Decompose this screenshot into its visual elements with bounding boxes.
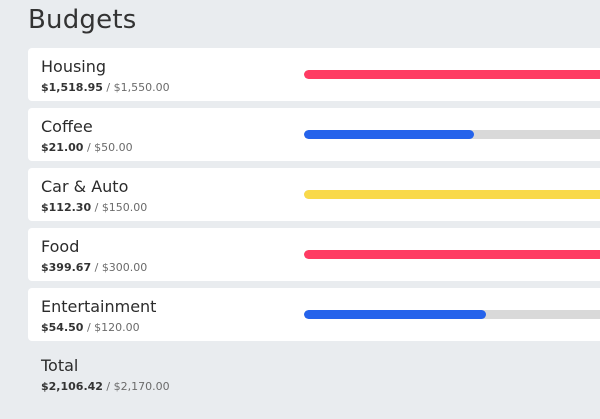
budget-spent: $54.50	[41, 321, 84, 334]
progress-bar	[304, 250, 600, 259]
budget-name: Coffee	[41, 117, 93, 136]
page-title: Budgets	[28, 5, 137, 35]
total-amounts: $2,106.42 / $2,170.00	[41, 380, 170, 393]
budget-limit: $300.00	[101, 261, 148, 274]
budget-name: Food	[41, 237, 80, 256]
progress-fill	[304, 310, 487, 319]
progress-fill	[304, 190, 600, 199]
progress-fill	[304, 250, 600, 259]
budget-total-row: Total $2,106.42 / $2,170.00	[28, 348, 600, 401]
budget-spent: $1,518.95	[41, 81, 103, 94]
progress-bar	[304, 70, 600, 79]
progress-bar	[304, 310, 600, 319]
budget-amounts: $399.67 / $300.00	[41, 261, 147, 274]
total-limit: $2,170.00	[113, 380, 170, 393]
amount-separator: /	[102, 380, 114, 393]
progress-bar	[304, 130, 600, 139]
total-label: Total	[41, 356, 79, 375]
progress-bar	[304, 190, 600, 199]
budget-limit: $1,550.00	[113, 81, 170, 94]
amount-separator: /	[83, 321, 95, 334]
progress-fill	[304, 70, 600, 79]
budget-limit: $150.00	[101, 201, 148, 214]
total-spent: $2,106.42	[41, 380, 103, 393]
budget-name: Car & Auto	[41, 177, 129, 196]
budget-limit: $120.00	[94, 321, 140, 334]
budget-row-coffee[interactable]: Coffee $21.00 / $50.00	[28, 108, 600, 161]
budget-spent: $399.67	[41, 261, 92, 274]
budget-list: Housing $1,518.95 / $1,550.00 Coffee $21…	[28, 48, 600, 401]
budget-row-housing[interactable]: Housing $1,518.95 / $1,550.00	[28, 48, 600, 101]
budget-amounts: $112.30 / $150.00	[41, 201, 147, 214]
budget-amounts: $1,518.95 / $1,550.00	[41, 81, 170, 94]
budget-spent: $21.00	[41, 141, 84, 154]
budget-amounts: $21.00 / $50.00	[41, 141, 133, 154]
amount-separator: /	[83, 141, 95, 154]
amount-separator: /	[102, 81, 114, 94]
budget-amounts: $54.50 / $120.00	[41, 321, 140, 334]
budget-row-entertainment[interactable]: Entertainment $54.50 / $120.00	[28, 288, 600, 341]
budget-name: Entertainment	[41, 297, 157, 316]
budget-limit: $50.00	[94, 141, 133, 154]
budget-row-food[interactable]: Food $399.67 / $300.00	[28, 228, 600, 281]
progress-fill	[304, 130, 474, 139]
budget-name: Housing	[41, 57, 107, 76]
amount-separator: /	[91, 261, 102, 274]
budget-spent: $112.30	[41, 201, 92, 214]
amount-separator: /	[91, 201, 102, 214]
budget-row-car-auto[interactable]: Car & Auto $112.30 / $150.00	[28, 168, 600, 221]
